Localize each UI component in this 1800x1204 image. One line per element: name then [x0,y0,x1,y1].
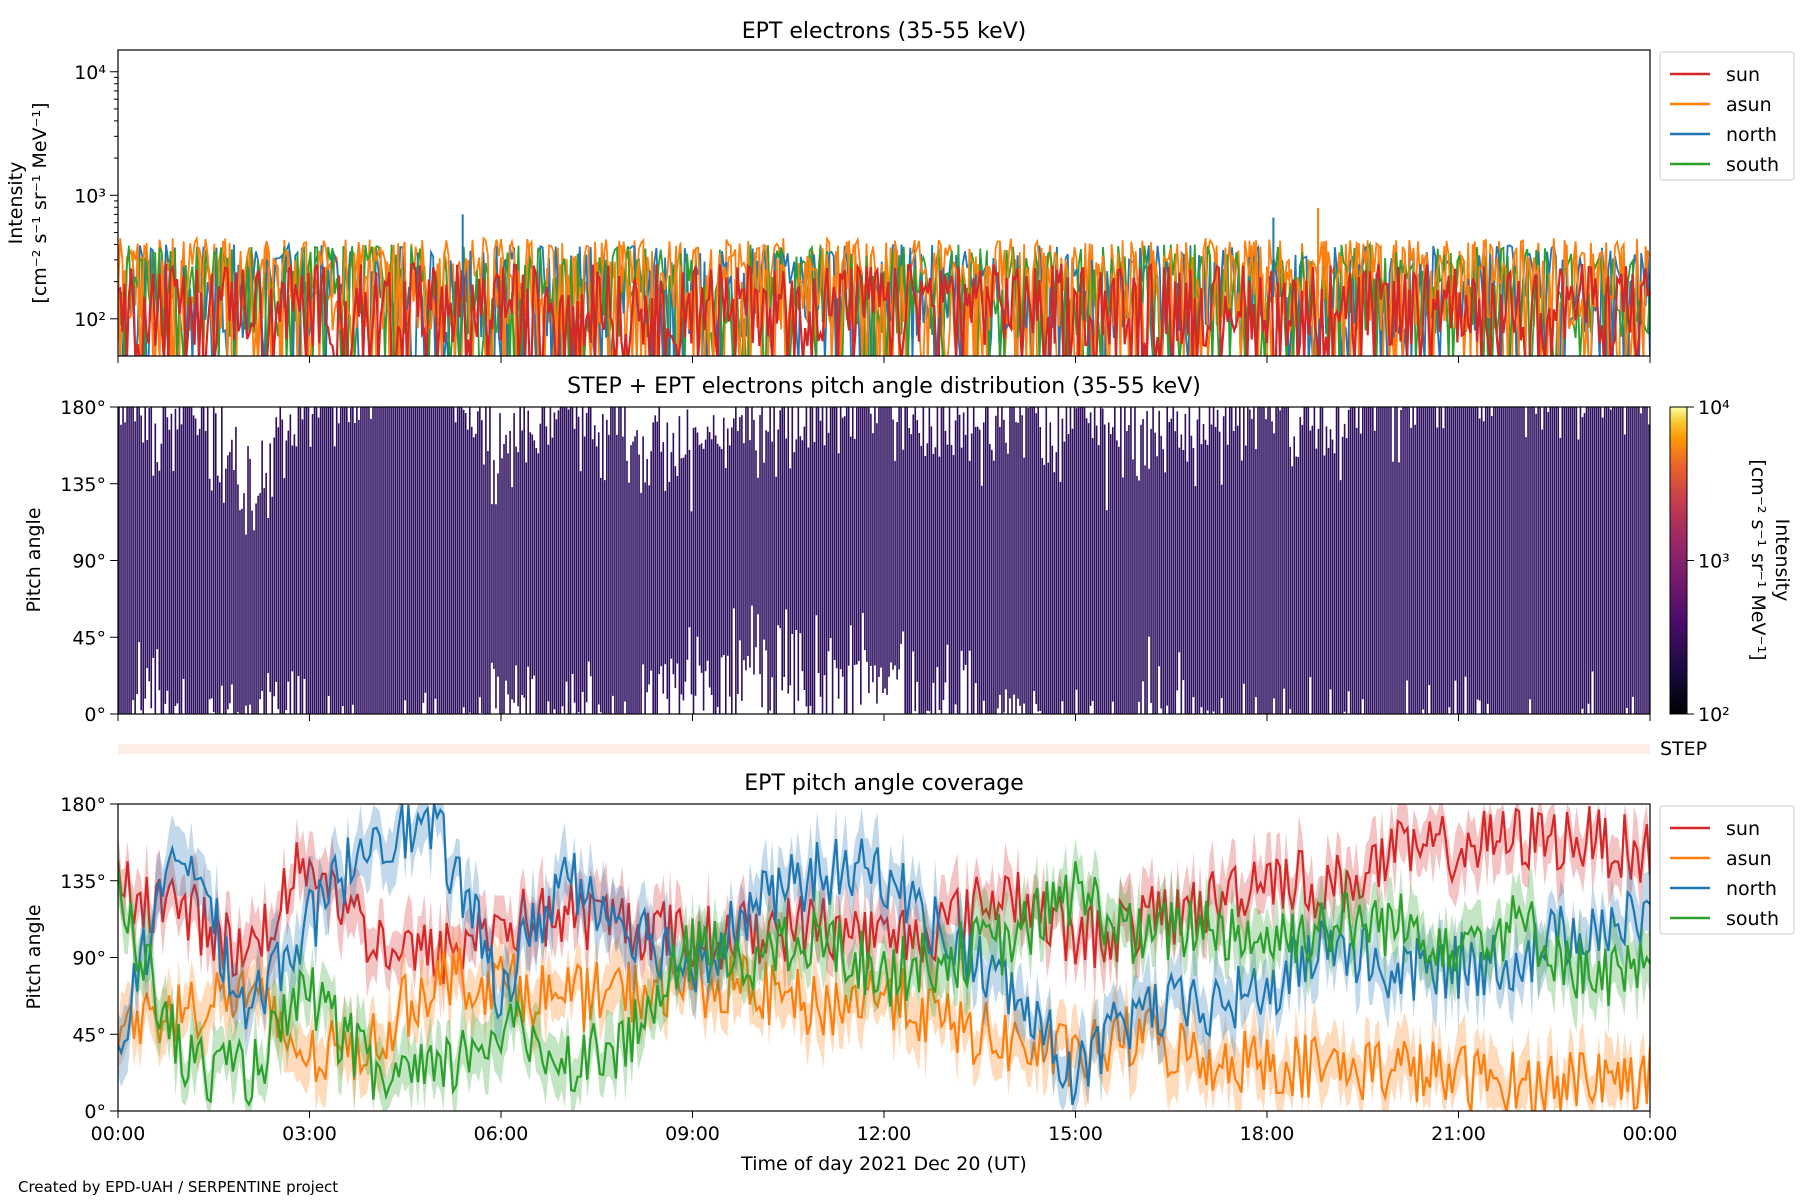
x-tick-label: 09:00 [665,1123,720,1145]
y-tick-label: 45° [72,627,106,649]
colorbar-label-line1: Intensity [1771,519,1793,602]
x-tick-label: 15:00 [1048,1123,1103,1145]
panel3-legend: sun asun north south [1659,805,1795,935]
panel2-title: STEP + EPT electrons pitch angle distrib… [567,374,1201,399]
colorbar-tick-label: 10² [1698,704,1730,726]
y-tick-label: 135° [60,474,106,496]
y-tick-label: 90° [72,551,106,573]
x-tick-label: 00:00 [1623,1123,1678,1145]
panel1-plot-area [118,207,1650,356]
legend-label-sun: sun [1726,818,1760,840]
step-label: STEP [1660,738,1707,760]
series-line-sun [118,262,1650,356]
panel3-x-ticks: 00:00 03:00 06:00 09:00 12:00 15:00 18:00 21:00… [91,1111,1678,1145]
panel3-y-ticks: 0° 45° 90° 135° 180° [60,794,118,1123]
panel1-x-ticks [117,356,1651,363]
y-tick-label: 180° [60,794,106,816]
colorbar-ticks: 10² 10³ 10⁴ [1687,397,1730,726]
panel2-x-ticks [117,714,1651,721]
panel2-frame [117,406,1651,715]
uncertainty-band-south [118,833,1650,1111]
y-tick-label: 180° [60,397,106,419]
panel1-legend: sun asun north south [1659,51,1795,181]
legend-label-south: south [1726,154,1779,176]
panel1-ylabel-line1: Intensity [5,162,27,245]
panel1-ylabel-line2: [cm⁻² s⁻¹ sr⁻¹ MeV⁻¹] [29,102,51,303]
legend-label-south: south [1726,908,1779,930]
panel2-plot-area [118,407,1650,714]
step-strip: STEP [118,738,1707,760]
panel3-ylabel: Pitch angle [23,904,45,1009]
series-line-asun [118,947,1650,1111]
y-tick-label: 90° [72,948,106,970]
panel-pad: STEP + EPT electrons pitch angle distrib… [23,374,1793,726]
uncertainty-band-north [118,804,1650,1111]
step-coverage-bar [118,744,1650,754]
x-tick-label: 00:00 [91,1123,146,1145]
panel2-ylabel: Pitch angle [23,507,45,612]
legend-label-asun: asun [1726,94,1772,116]
x-axis-label: Time of day 2021 Dec 20 (UT) [740,1153,1027,1175]
y-tick-label: 45° [72,1024,106,1046]
y-tick-label: 0° [84,1101,106,1123]
x-tick-label: 03:00 [282,1123,337,1145]
panel3-title: EPT pitch angle coverage [744,771,1024,796]
panel-intensity: EPT electrons (35-55 keV) 10² 10³ 10⁴ Inte… [5,19,1795,363]
x-tick-label: 18:00 [1240,1123,1295,1145]
x-tick-label: 12:00 [857,1123,912,1145]
x-tick-label: 06:00 [474,1123,529,1145]
y-tick-label: 10² [74,309,106,331]
y-tick-label: 10⁴ [74,62,106,84]
panel2-y-ticks: 0° 45° 90° 135° 180° [60,397,118,726]
x-tick-label: 21:00 [1431,1123,1486,1145]
series-line-sun [118,806,1650,985]
legend-label-north: north [1726,124,1777,146]
y-tick-label: 135° [60,871,106,893]
y-tick-label: 10³ [74,185,106,207]
colorbar-tick-label: 10³ [1698,551,1730,573]
colorbar [1669,406,1688,715]
y-tick-label: 0° [84,704,106,726]
legend-label-sun: sun [1726,64,1760,86]
colorbar-tick-label: 10⁴ [1698,397,1730,419]
uncertainty-band-sun [118,804,1650,1016]
colorbar-label-line2: [cm⁻² s⁻¹ sr⁻¹ MeV⁻¹] [1747,459,1769,660]
series-line-south [118,861,1650,1107]
legend-label-asun: asun [1726,848,1772,870]
legend-label-north: north [1726,878,1777,900]
legend-box [1659,51,1795,181]
panel1-title: EPT electrons (35-55 keV) [742,19,1027,44]
panel1-y-ticks: 10² 10³ 10⁴ [74,62,118,331]
panel3-plot-area [118,804,1650,1111]
series-line-north [118,804,1650,1106]
credit-text: Created by EPD-UAH / SERPENTINE project [18,1178,338,1196]
legend-box [1659,805,1795,935]
panel-coverage: EPT pitch angle coverage 0° 45° 90° 135° 180… [23,771,1795,1175]
